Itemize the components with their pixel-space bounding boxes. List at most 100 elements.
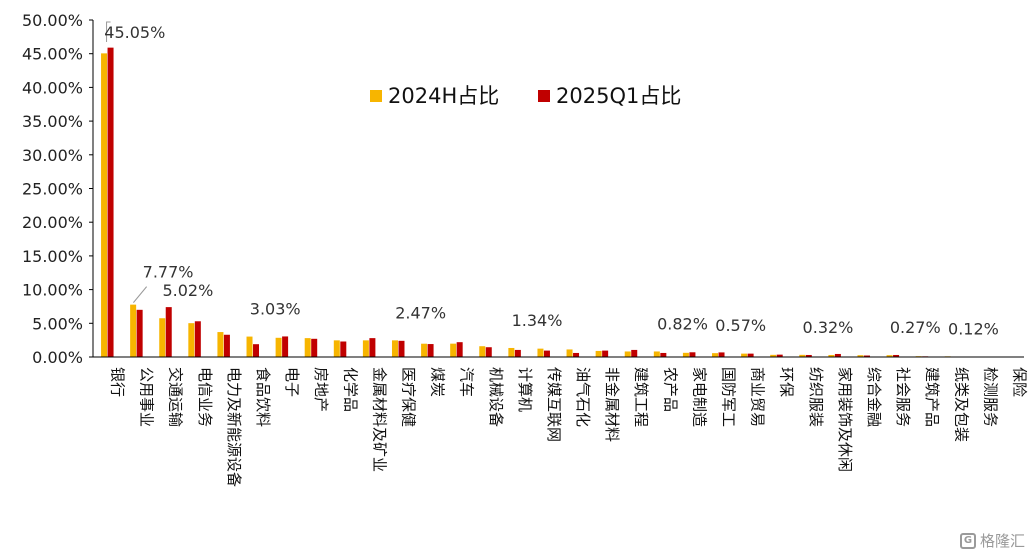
data-label: 0.27%	[890, 318, 941, 337]
bar-2025q1	[282, 336, 289, 357]
bar-2024h	[479, 346, 486, 357]
bar-2025q1	[689, 352, 696, 357]
bar-2025q1	[747, 353, 754, 357]
bar-2024h	[304, 338, 311, 357]
data-label: 5.02%	[162, 281, 213, 300]
bar-2025q1	[136, 309, 143, 357]
data-label: 45.05%	[104, 23, 165, 42]
data-label: 1.34%	[512, 311, 563, 330]
x-tick-label: 社会服务	[894, 367, 912, 427]
data-label: 0.12%	[948, 319, 999, 338]
y-tick-label: 50.00%	[22, 11, 83, 30]
bar-2024h	[595, 350, 602, 357]
x-tick-label: 农产品	[661, 367, 679, 412]
x-tick-label: 计算机	[516, 367, 534, 412]
watermark-logo-icon: G	[959, 532, 976, 549]
x-tick-label: 交通运输	[167, 367, 185, 427]
x-tick-label: 商业贸易	[749, 367, 767, 427]
bar-2024h	[857, 355, 864, 357]
x-tick-label: 保险	[1010, 367, 1028, 397]
bar-2025q1	[427, 344, 434, 357]
legend-swatch	[370, 90, 382, 102]
bars	[101, 47, 1009, 357]
watermark: G 格隆汇	[959, 530, 1025, 551]
bar-2025q1	[718, 352, 725, 357]
x-tick-label: 电力及新能源设备	[225, 367, 243, 487]
bar-2024h	[508, 347, 515, 357]
legend: 2024H占比 2025Q1占比	[370, 84, 681, 108]
x-tick-label: 电信业务	[196, 367, 214, 427]
watermark-text: 格隆汇	[979, 532, 1025, 550]
bar-2024h	[799, 354, 806, 357]
x-tick-label: 纸类及包装	[952, 367, 970, 442]
bar-2025q1	[863, 355, 870, 357]
data-label: 0.57%	[715, 316, 766, 335]
x-tick-label: 银行	[109, 367, 127, 397]
x-tick-label: 汽车	[458, 367, 476, 397]
x-tick-label: 检测服务	[981, 367, 999, 427]
bar-2024h	[188, 323, 195, 357]
data-labels: 45.05% 7.77%5.02% 3.03% 2.47% 1.34% 0.82% 0.57…	[104, 21, 999, 338]
y-axis: 0.00% 5.00% 10.00% 15.00% 20.00% 25.00% 30.00%…	[22, 11, 94, 367]
bar-2025q1	[165, 307, 172, 357]
bar-2024h	[275, 337, 282, 357]
bar-2024h	[246, 336, 253, 357]
bar-2025q1	[602, 350, 609, 357]
bar-2025q1	[456, 342, 463, 357]
data-label: 0.82%	[657, 314, 708, 333]
legend-label: 2025Q1占比	[556, 84, 681, 108]
x-tick-label: 家用装饰及休闲	[836, 367, 854, 472]
y-tick-label: 25.00%	[22, 180, 83, 199]
y-tick-label: 10.00%	[22, 281, 83, 300]
bar-2025q1	[543, 350, 550, 357]
x-tick-label: 综合金融	[865, 367, 883, 427]
y-tick-label: 20.00%	[22, 213, 83, 232]
bar-2024h	[682, 352, 689, 357]
bar-2025q1	[369, 338, 376, 357]
bar-2024h	[217, 332, 224, 357]
x-tick-label: 建筑产品	[923, 367, 941, 427]
x-tick-label: 金属材料及矿业	[370, 367, 388, 472]
data-label: 7.77%	[143, 263, 194, 282]
x-tick-label: 非金属材料	[603, 367, 621, 442]
bar-2024h	[101, 53, 108, 357]
x-tick-label: 医疗保健	[399, 367, 417, 427]
bar-2025q1	[573, 352, 580, 357]
y-tick-label: 5.00%	[32, 314, 83, 333]
bar-2025q1	[223, 334, 230, 357]
bar-2025q1	[893, 354, 900, 357]
x-axis: 银行 公用事业 交通运输 电信业务 电力及新能源设备 食品饮料 电子 房地产 化学品 金属材料及矿…	[93, 356, 1028, 487]
data-label-leader	[106, 21, 111, 42]
y-tick-label: 30.00%	[22, 146, 83, 165]
y-tick-label: 35.00%	[22, 112, 83, 131]
x-tick-label: 电子	[283, 367, 301, 397]
x-tick-label: 机械设备	[487, 367, 505, 427]
bar-2024h	[450, 343, 457, 357]
x-tick-label: 建筑工程	[632, 367, 650, 427]
data-label: 3.03%	[250, 300, 301, 319]
bar-2025q1	[631, 349, 638, 357]
x-tick-label: 油气石化	[574, 367, 592, 427]
bar-2024h	[159, 318, 166, 357]
bar-2024h	[770, 354, 777, 357]
x-tick-label: 房地产	[312, 367, 330, 412]
bar-2025q1	[194, 321, 201, 357]
bar-2025q1	[834, 353, 841, 357]
data-label-leader	[133, 286, 148, 303]
y-tick-label: 40.00%	[22, 78, 83, 97]
x-tick-label: 家电制造	[690, 367, 708, 427]
bar-2024h	[391, 340, 398, 357]
bar-2024h	[828, 354, 835, 357]
bar-2024h	[130, 304, 137, 357]
bar-2024h	[653, 351, 660, 357]
bar-2024h	[566, 349, 573, 357]
data-label: 2.47%	[395, 303, 446, 322]
bar-2024h	[624, 351, 631, 357]
x-tick-label: 公用事业	[138, 367, 156, 427]
bar-2025q1	[398, 340, 405, 357]
legend-label: 2024H占比	[388, 84, 499, 108]
bar-2025q1	[514, 349, 521, 357]
data-label: 0.32%	[803, 318, 854, 337]
y-tick-label: 0.00%	[32, 348, 83, 367]
